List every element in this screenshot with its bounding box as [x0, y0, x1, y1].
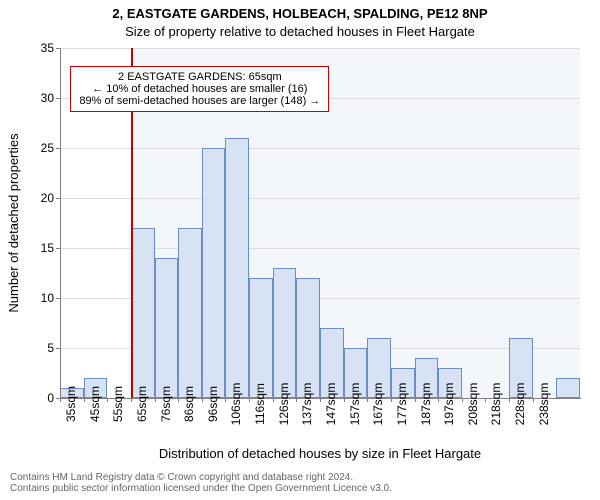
- ytick-mark: [56, 98, 60, 99]
- chart-container: 2, EASTGATE GARDENS, HOLBEACH, SPALDING,…: [0, 0, 600, 500]
- xtick-label: 116sqm: [253, 383, 267, 425]
- ytick-label: 5: [14, 341, 54, 355]
- histogram-bar: [296, 278, 320, 398]
- xtick-label: 35sqm: [64, 386, 78, 422]
- ytick-mark: [56, 148, 60, 149]
- ytick-label: 35: [14, 41, 54, 55]
- histogram-bar: [202, 148, 226, 398]
- ytick-mark: [56, 48, 60, 49]
- xtick-label: 228sqm: [513, 383, 527, 426]
- xtick-mark: [462, 398, 463, 402]
- legend-box: 2 EASTGATE GARDENS: 65sqm← 10% of detach…: [70, 66, 329, 112]
- xtick-mark: [344, 398, 345, 402]
- xtick-mark: [415, 398, 416, 402]
- attribution-footer: Contains HM Land Registry data © Crown c…: [10, 472, 590, 494]
- xtick-label: 65sqm: [135, 386, 149, 422]
- plot-area: 2 EASTGATE GARDENS: 65sqm← 10% of detach…: [60, 48, 580, 398]
- ytick-mark: [56, 248, 60, 249]
- xtick-mark: [178, 398, 179, 402]
- xtick-mark: [391, 398, 392, 402]
- xtick-label: 167sqm: [371, 383, 385, 426]
- histogram-bar: [225, 138, 249, 398]
- xtick-mark: [131, 398, 132, 402]
- xtick-mark: [320, 398, 321, 402]
- xtick-label: 137sqm: [300, 383, 314, 426]
- xtick-label: 187sqm: [419, 383, 433, 426]
- legend-line3: 89% of semi-detached houses are larger (…: [79, 95, 320, 107]
- xtick-mark: [84, 398, 85, 402]
- xtick-label: 86sqm: [182, 386, 196, 422]
- xtick-label: 177sqm: [395, 383, 409, 426]
- ytick-label: 20: [14, 191, 54, 205]
- legend-line1: 2 EASTGATE GARDENS: 65sqm: [79, 71, 320, 83]
- ytick-label: 10: [14, 291, 54, 305]
- ytick-label: 0: [14, 391, 54, 405]
- histogram-bar: [155, 258, 179, 398]
- xtick-mark: [202, 398, 203, 402]
- xtick-label: 55sqm: [111, 386, 125, 422]
- xtick-label: 106sqm: [229, 383, 243, 426]
- histogram-bar: [178, 228, 202, 398]
- xtick-label: 76sqm: [159, 386, 173, 422]
- footer-line2: Contains public sector information licen…: [10, 483, 590, 494]
- xtick-mark: [533, 398, 534, 402]
- ytick-label: 15: [14, 241, 54, 255]
- xtick-label: 197sqm: [442, 383, 456, 426]
- xtick-mark: [485, 398, 486, 402]
- xtick-mark: [225, 398, 226, 402]
- xtick-mark: [273, 398, 274, 402]
- histogram-bar: [273, 268, 297, 398]
- ytick-label: 30: [14, 91, 54, 105]
- chart-title-line1: 2, EASTGATE GARDENS, HOLBEACH, SPALDING,…: [0, 6, 600, 21]
- histogram-bar: [556, 378, 580, 398]
- x-axis-label: Distribution of detached houses by size …: [60, 446, 580, 461]
- xtick-mark: [509, 398, 510, 402]
- ytick-label: 25: [14, 141, 54, 155]
- xtick-label: 208sqm: [466, 383, 480, 426]
- chart-title-line2: Size of property relative to detached ho…: [0, 24, 600, 39]
- ytick-mark: [56, 198, 60, 199]
- xtick-mark: [249, 398, 250, 402]
- xtick-mark: [60, 398, 61, 402]
- legend-line2: ← 10% of detached houses are smaller (16…: [79, 83, 320, 95]
- xtick-mark: [107, 398, 108, 402]
- xtick-label: 45sqm: [88, 386, 102, 422]
- xtick-label: 218sqm: [489, 383, 503, 426]
- ytick-mark: [56, 348, 60, 349]
- xtick-mark: [367, 398, 368, 402]
- xtick-label: 157sqm: [348, 383, 362, 426]
- footer-line1: Contains HM Land Registry data © Crown c…: [10, 472, 590, 483]
- histogram-bar: [131, 228, 155, 398]
- xtick-label: 238sqm: [537, 383, 551, 426]
- xtick-label: 147sqm: [324, 383, 338, 426]
- ytick-mark: [56, 298, 60, 299]
- xtick-mark: [296, 398, 297, 402]
- histogram-bar: [249, 278, 273, 398]
- xtick-mark: [155, 398, 156, 402]
- xtick-label: 96sqm: [206, 386, 220, 422]
- xtick-mark: [438, 398, 439, 402]
- xtick-label: 126sqm: [277, 383, 291, 426]
